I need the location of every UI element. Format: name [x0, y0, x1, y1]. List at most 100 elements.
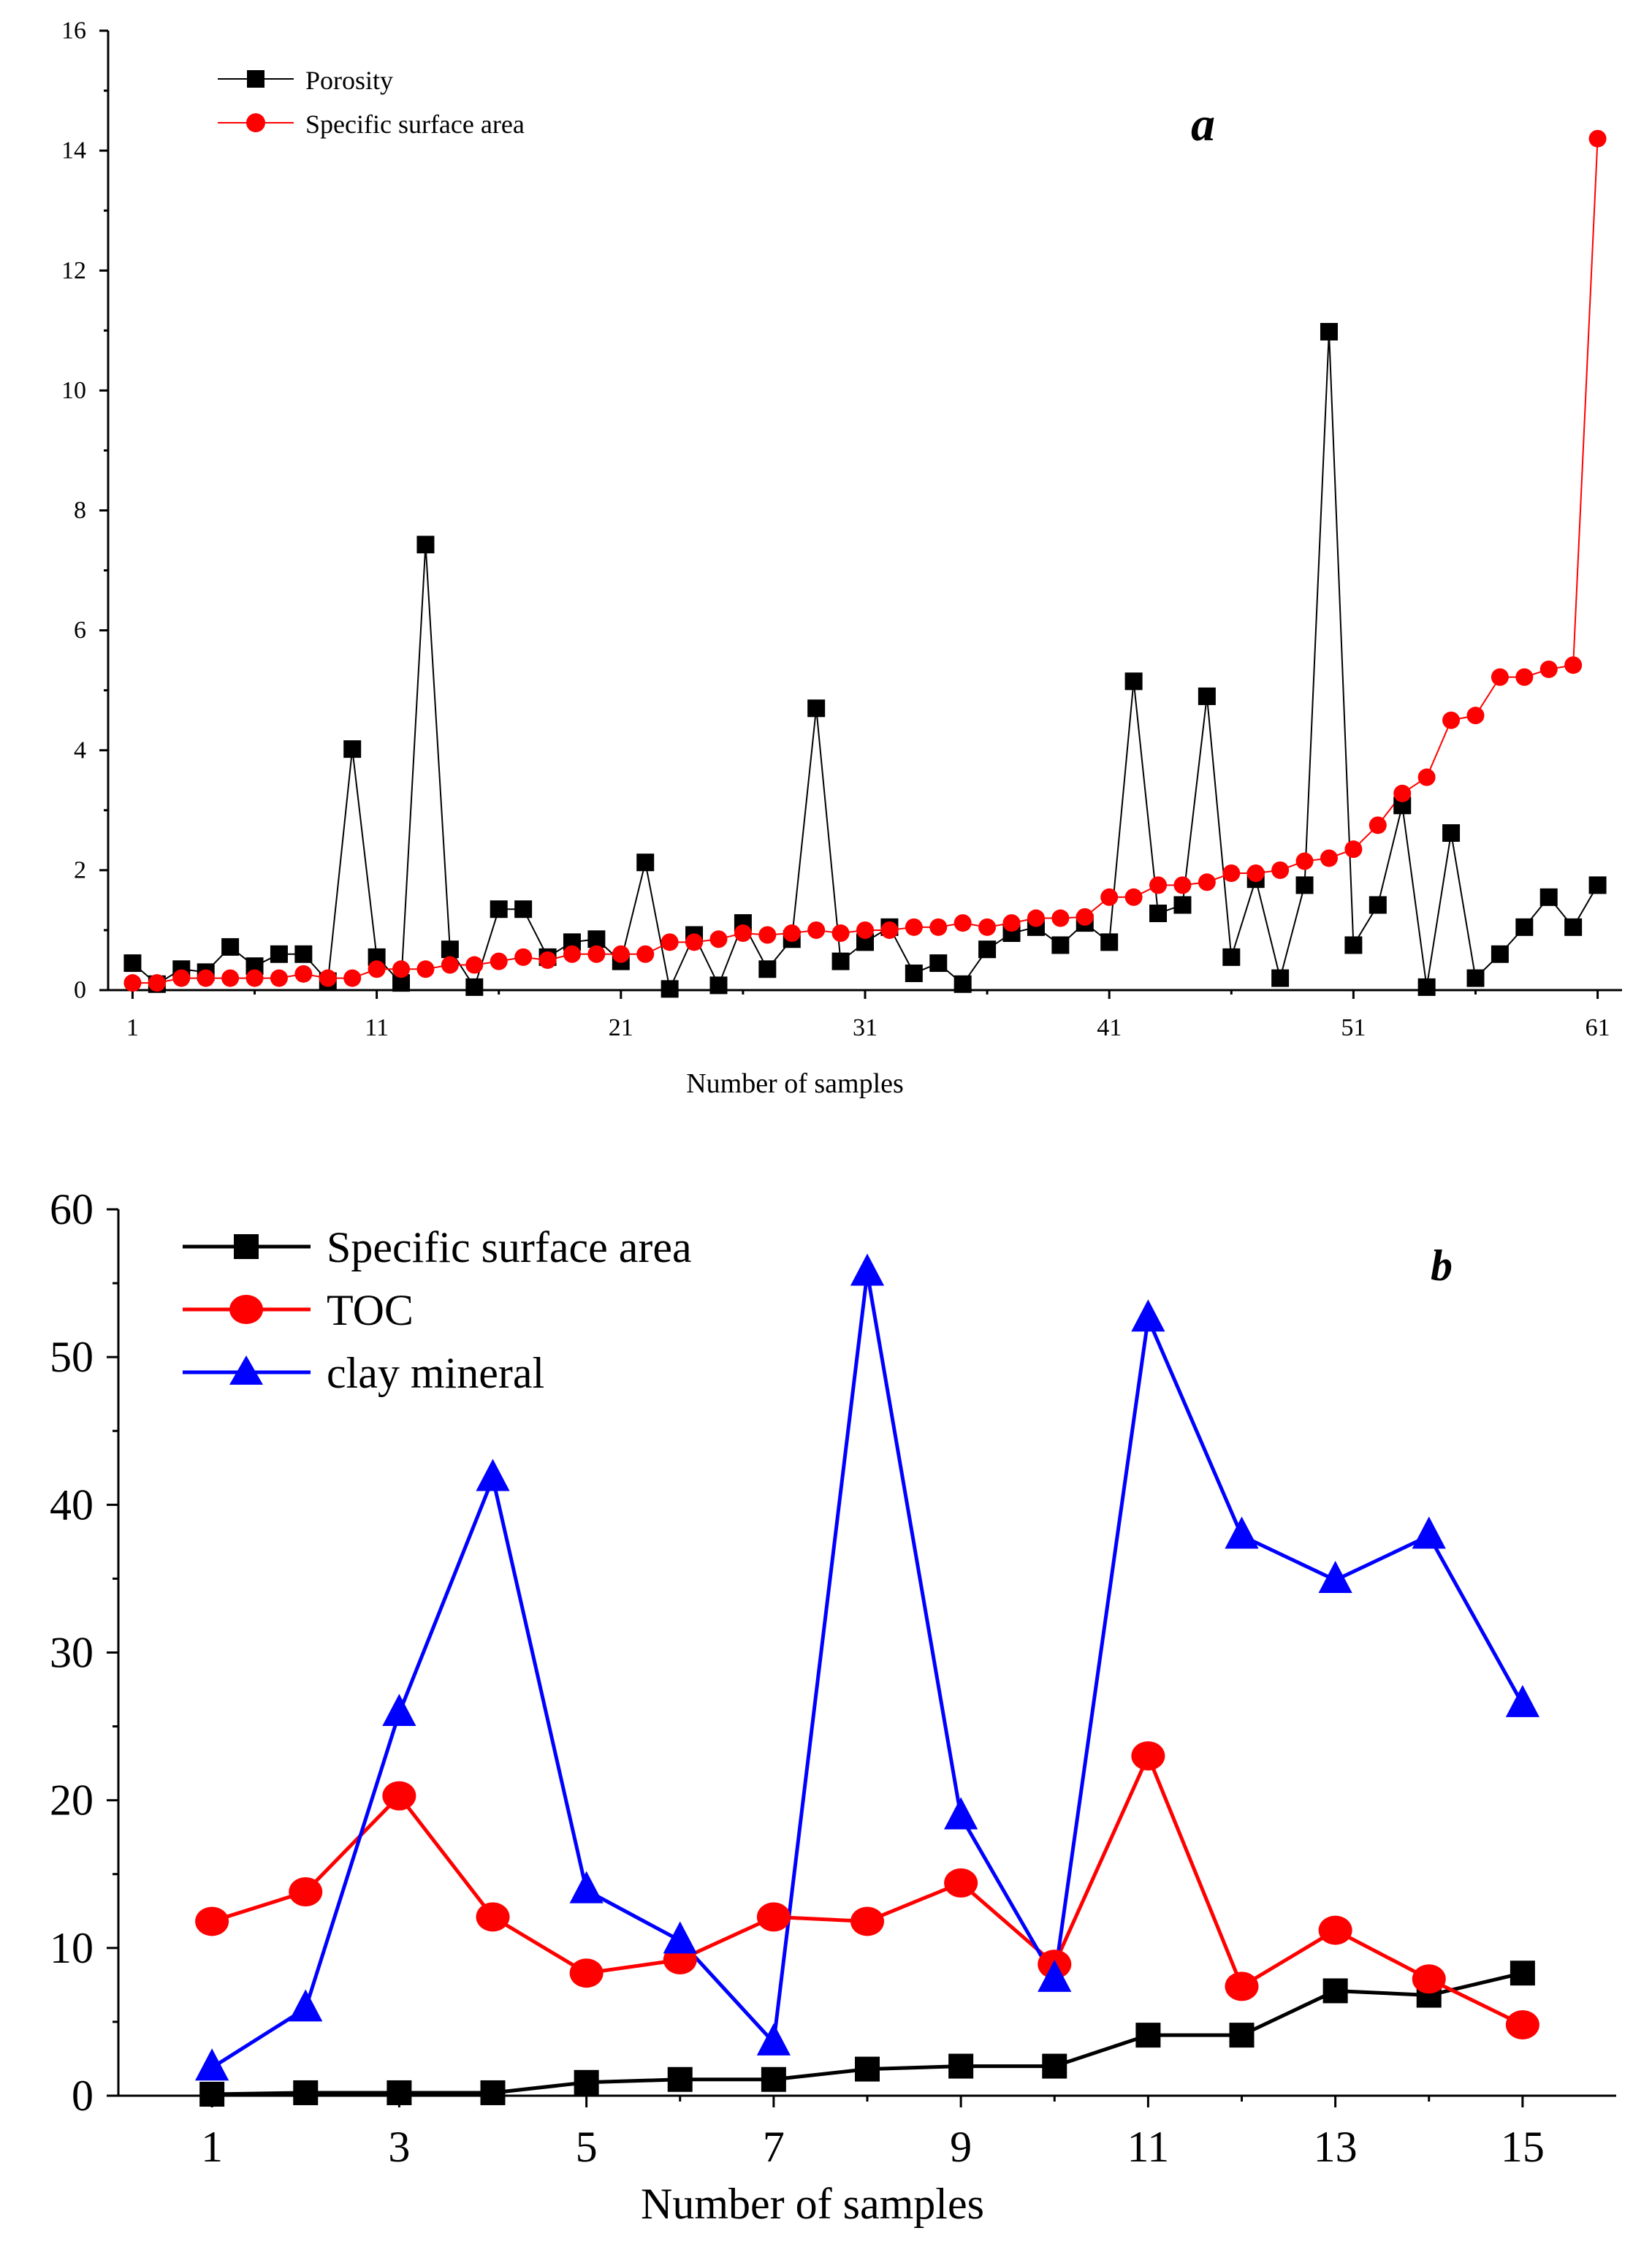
data-point-a-specific-surface-area: [1173, 876, 1192, 894]
data-point-b-toc: [1505, 2009, 1539, 2039]
y-tick-label-b: 50: [50, 1333, 94, 1381]
data-point-a-porosity: [465, 978, 484, 996]
data-point-a-porosity: [661, 980, 679, 998]
legend-b-toc-label: TOC: [327, 1286, 414, 1334]
data-point-b-toc: [850, 1906, 884, 1936]
data-point-a-specific-surface-area: [783, 924, 801, 943]
data-point-b-specific-surface-area: [480, 2080, 506, 2105]
data-point-b-specific-surface-area: [948, 2053, 974, 2079]
y-tick-label-a: 10: [61, 377, 86, 404]
legend-a: Porosity Specific surface area: [218, 66, 525, 139]
legend-b-clay-marker: [229, 1355, 263, 1385]
data-point-a-specific-surface-area: [856, 921, 874, 939]
legend-b-clay-label: clay mineral: [327, 1349, 544, 1397]
data-point-b-specific-surface-area: [1322, 1978, 1348, 2004]
data-point-b-specific-surface-area: [574, 2069, 599, 2095]
data-point-b-toc: [195, 1906, 229, 1936]
data-point-a-porosity: [123, 954, 142, 973]
data-point-a-specific-surface-area: [245, 969, 264, 987]
data-point-a-porosity: [1369, 896, 1387, 914]
data-point-a-porosity: [1271, 969, 1290, 987]
data-point-a-porosity: [221, 938, 240, 956]
data-point-a-porosity: [1539, 888, 1558, 906]
legend-a-ssa-marker: [246, 113, 265, 132]
y-tick-label-b: 30: [50, 1629, 94, 1677]
y-tick-label-a: 4: [74, 737, 86, 764]
data-point-a-specific-surface-area: [1564, 656, 1583, 674]
data-point-b-toc: [569, 1958, 604, 1988]
data-point-a-specific-surface-area: [1198, 873, 1216, 891]
data-point-a-specific-surface-area: [1100, 888, 1119, 906]
data-point-a-porosity: [1344, 936, 1363, 954]
legend-a-ssa-label: Specific surface area: [305, 110, 525, 139]
data-point-a-specific-surface-area: [1320, 849, 1338, 867]
data-point-a-specific-surface-area: [1515, 668, 1534, 686]
data-point-a-specific-surface-area: [758, 926, 777, 944]
x-ticks-b: 1 3 5 7 9 11 13 15: [201, 2096, 1545, 2171]
data-point-b-specific-surface-area: [1229, 2023, 1255, 2048]
x-tick-label-a: 31: [853, 1014, 878, 1041]
data-point-a-porosity: [416, 536, 435, 554]
data-point-b-clay-mineral: [944, 1797, 978, 1830]
data-point-a-porosity: [807, 699, 826, 718]
data-point-a-porosity: [1320, 322, 1338, 341]
y-tick-label-b: 40: [50, 1480, 94, 1529]
panel-label-a: a: [1191, 98, 1215, 151]
data-point-a-specific-surface-area: [441, 956, 459, 974]
data-point-b-toc: [1131, 1741, 1165, 1771]
y-tick-label-a: 2: [74, 856, 86, 883]
data-point-a-specific-surface-area: [1417, 768, 1436, 786]
data-point-a-specific-surface-area: [392, 960, 411, 978]
data-point-b-specific-surface-area: [855, 2056, 880, 2082]
data-point-a-porosity: [636, 853, 655, 872]
data-point-a-specific-surface-area: [636, 945, 655, 963]
data-point-b-clay-mineral: [569, 1871, 604, 1904]
x-tick-label-b: 11: [1127, 2123, 1169, 2171]
data-point-a-porosity: [441, 940, 459, 959]
x-tick-label-a: 61: [1586, 1014, 1610, 1041]
data-point-a-specific-surface-area: [221, 969, 240, 987]
data-point-a-porosity: [1222, 948, 1241, 966]
x-tick-label-a: 41: [1097, 1014, 1122, 1041]
x-tick-label-a: 11: [365, 1014, 389, 1041]
data-point-a-porosity: [1442, 824, 1461, 842]
data-point-a-specific-surface-area: [1539, 660, 1558, 678]
data-point-a-porosity: [587, 930, 606, 948]
data-point-a-porosity: [514, 900, 533, 919]
data-point-a-specific-surface-area: [148, 974, 166, 992]
data-point-a-specific-surface-area: [661, 933, 679, 951]
data-point-a-specific-surface-area: [929, 918, 948, 936]
y-ticks-a: 0 2 4 6 8 10 12 14 16: [61, 18, 108, 1004]
data-point-a-specific-surface-area: [1466, 707, 1485, 725]
data-point-a-specific-surface-area: [905, 918, 923, 936]
data-point-b-clay-mineral: [1038, 1959, 1072, 1992]
series-line-a-porosity: [132, 330, 1599, 990]
data-point-a-porosity: [758, 960, 777, 978]
data-point-a-porosity: [709, 976, 728, 995]
y-tick-label-b: 20: [50, 1776, 94, 1825]
data-point-a-specific-surface-area: [685, 933, 704, 951]
data-point-b-toc: [1412, 1964, 1446, 1994]
x-tick-label-b: 3: [388, 2123, 410, 2171]
y-tick-label-a: 12: [61, 257, 86, 284]
data-point-a-specific-surface-area: [1149, 876, 1168, 894]
data-point-a-specific-surface-area: [1491, 668, 1509, 686]
data-point-a-specific-surface-area: [123, 974, 142, 992]
data-point-b-toc: [756, 1902, 791, 1932]
data-point-b-clay-mineral: [850, 1253, 885, 1286]
data-point-b-clay-mineral: [1131, 1299, 1165, 1332]
data-point-a-specific-surface-area: [1076, 908, 1094, 926]
data-point-a-specific-surface-area: [1271, 861, 1290, 879]
data-point-b-toc: [476, 1902, 510, 1932]
y-tick-label-a: 8: [74, 497, 86, 524]
data-point-a-specific-surface-area: [1295, 852, 1314, 870]
y-tick-label-b: 10: [50, 1924, 94, 1972]
data-point-a-specific-surface-area: [270, 969, 288, 987]
x-tick-label-a: 1: [126, 1014, 139, 1041]
legend-b: Specific surface area TOC clay mineral: [183, 1223, 692, 1397]
data-point-b-toc: [944, 1868, 978, 1898]
x-tick-label-b: 5: [576, 2123, 598, 2171]
data-point-a-porosity: [953, 975, 972, 993]
